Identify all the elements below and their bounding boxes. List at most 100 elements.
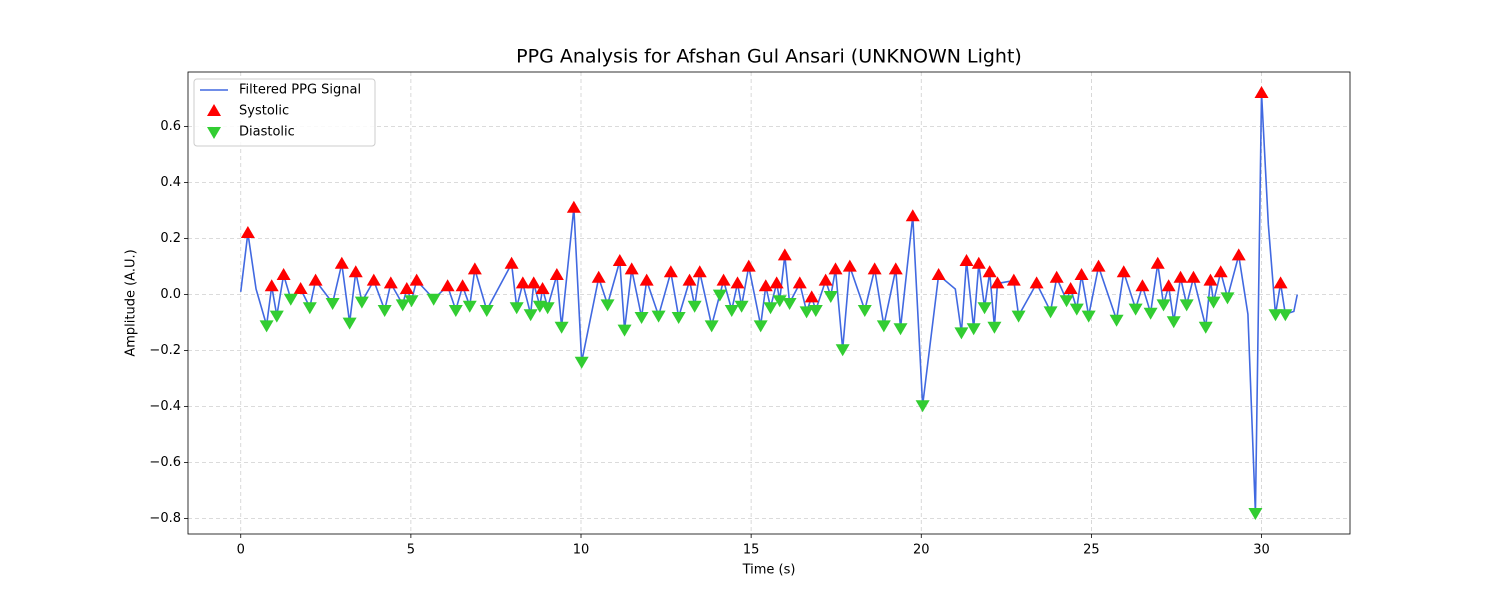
y-tick-label: 0.2 bbox=[160, 231, 181, 246]
systolic-marker bbox=[804, 290, 819, 303]
legend-marker bbox=[207, 127, 221, 139]
systolic-marker bbox=[1074, 268, 1089, 280]
diastolic-marker bbox=[259, 320, 274, 333]
diastolic-marker bbox=[651, 310, 666, 323]
diastolic-marker bbox=[325, 298, 340, 310]
y-tick-label: −0.8 bbox=[149, 511, 181, 526]
systolic-marker bbox=[818, 273, 833, 286]
systolic-marker bbox=[792, 276, 807, 289]
x-tick-label: 10 bbox=[573, 543, 590, 558]
systolic-marker bbox=[931, 268, 946, 280]
x-axis-label: Time (s) bbox=[742, 563, 796, 578]
systolic-marker bbox=[383, 276, 398, 289]
diastolic-marker bbox=[540, 302, 555, 315]
y-tick-label: −0.2 bbox=[149, 343, 181, 358]
diastolic-marker bbox=[799, 306, 814, 319]
diastolic-marker bbox=[1198, 321, 1213, 334]
diastolic-marker bbox=[823, 291, 838, 303]
systolic-marker bbox=[730, 276, 745, 289]
systolic-marker bbox=[276, 268, 291, 280]
systolic-marker bbox=[1161, 279, 1176, 292]
diastolic-marker bbox=[342, 317, 357, 330]
systolic-marker bbox=[1049, 270, 1064, 283]
diastolic-marker bbox=[1069, 303, 1084, 316]
diastolic-marker bbox=[554, 321, 569, 334]
diastolic-marker bbox=[782, 298, 797, 310]
systolic-marker bbox=[535, 282, 550, 294]
systolic-marker bbox=[504, 256, 519, 269]
diastolic-marker bbox=[1043, 306, 1058, 319]
y-tick-label: −0.6 bbox=[149, 455, 181, 470]
diastolic-marker bbox=[966, 323, 981, 336]
x-tick-label: 15 bbox=[743, 543, 760, 558]
systolic-marker bbox=[1213, 265, 1228, 278]
y-tick-label: −0.4 bbox=[149, 399, 181, 414]
chart-title: PPG Analysis for Afshan Gul Ansari (UNKN… bbox=[516, 46, 1022, 68]
diastolic-marker bbox=[283, 293, 298, 306]
systolic-marker bbox=[612, 254, 627, 266]
diastolic-marker bbox=[354, 296, 369, 309]
x-tick-label: 25 bbox=[1083, 543, 1100, 558]
diastolic-marker bbox=[448, 305, 463, 317]
systolic-marker bbox=[682, 273, 697, 286]
systolic-marker bbox=[308, 273, 323, 286]
diastolic-marker bbox=[574, 356, 589, 369]
systolic-marker bbox=[264, 279, 279, 292]
systolic-marker bbox=[982, 265, 997, 278]
diastolic-marker bbox=[1143, 307, 1158, 320]
legend-box bbox=[193, 78, 376, 147]
systolic-marker bbox=[1135, 279, 1150, 292]
systolic-marker bbox=[663, 265, 678, 278]
systolic-marker bbox=[240, 226, 255, 238]
diastolic-marker bbox=[712, 289, 727, 302]
diastolic-marker bbox=[977, 302, 992, 315]
systolic-marker bbox=[566, 200, 581, 213]
legend-label: Filtered PPG Signal bbox=[239, 83, 361, 98]
systolic-marker bbox=[888, 262, 903, 275]
diastolic-marker bbox=[1081, 310, 1096, 323]
diastolic-marker bbox=[377, 305, 392, 317]
diastolic-marker bbox=[687, 300, 702, 313]
systolic-marker bbox=[526, 276, 541, 289]
systolic-marker bbox=[1203, 273, 1218, 286]
systolic-marker bbox=[624, 262, 639, 275]
diastolic-marker bbox=[671, 312, 686, 324]
diastolic-marker bbox=[915, 400, 930, 413]
y-tick-label: 0.4 bbox=[160, 175, 181, 190]
diastolic-marker bbox=[808, 305, 823, 317]
x-tick-label: 0 bbox=[237, 543, 245, 558]
systolic-marker bbox=[769, 276, 784, 289]
systolic-marker bbox=[1254, 86, 1269, 98]
diastolic-marker bbox=[893, 323, 908, 336]
y-tick-label: 0.6 bbox=[160, 119, 181, 134]
diastolic-marker bbox=[1156, 299, 1171, 312]
systolic-marker bbox=[440, 279, 455, 292]
diastolic-marker bbox=[763, 302, 778, 315]
diastolic-marker bbox=[462, 300, 477, 313]
systolic-marker bbox=[990, 276, 1005, 289]
systolic-marker bbox=[409, 273, 424, 286]
diastolic-marker bbox=[1011, 310, 1026, 323]
systolic-marker bbox=[777, 248, 792, 261]
systolic-marker bbox=[692, 265, 707, 278]
systolic-marker bbox=[399, 282, 414, 294]
diastolic-marker bbox=[634, 312, 649, 324]
systolic-marker bbox=[1063, 282, 1078, 294]
y-tick-label: 0.0 bbox=[160, 287, 181, 302]
systolic-marker bbox=[1231, 248, 1246, 261]
diastolic-marker bbox=[954, 327, 969, 340]
diastolic-marker bbox=[753, 320, 768, 333]
systolic-marker bbox=[366, 273, 381, 286]
x-tick-label: 20 bbox=[913, 543, 930, 558]
diastolic-marker bbox=[835, 344, 850, 357]
y-axis-label: Amplitude (A.U.) bbox=[124, 249, 139, 356]
systolic-marker bbox=[334, 256, 349, 269]
systolic-marker bbox=[639, 273, 654, 286]
diastolic-marker bbox=[1128, 303, 1143, 316]
systolic-marker bbox=[1091, 259, 1106, 272]
systolic-marker bbox=[1173, 270, 1188, 283]
systolic-marker bbox=[828, 262, 843, 275]
diastolic-marker bbox=[987, 321, 1002, 334]
diastolic-marker bbox=[704, 320, 719, 333]
legend-label: Diastolic bbox=[239, 125, 295, 140]
